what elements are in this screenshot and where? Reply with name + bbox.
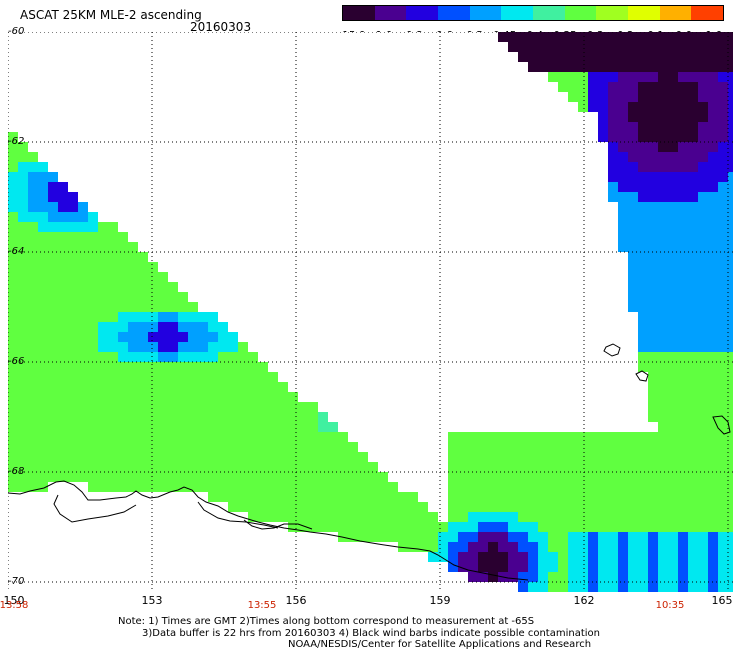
lat-label: -60 [8,26,25,37]
antarctic-coastline [8,343,731,581]
lat-label: -68 [8,466,25,477]
lat-label: -64 [8,246,25,257]
color-swatch [343,6,375,20]
color-swatch [691,6,724,20]
map-canvas [8,32,733,592]
lat-label: -70 [8,576,25,587]
color-swatch [438,6,470,20]
swath-cells [8,32,733,592]
lon-label: 156 [285,594,307,607]
lon-label: 150 [3,594,25,607]
note-line-1: Note: 1) Times are GMT 2)Times along bot… [118,616,535,627]
lat-label: -66 [8,356,25,367]
swath-map: -60 -62 -64 -66 -68 -70 [8,26,733,592]
time-label: 13:58 [0,600,29,611]
map-date: 20160303 [190,20,252,34]
note-line-2: 3)Data buffer is 22 hrs from 20160303 4)… [142,628,600,639]
map-title: ASCAT 25KM MLE-2 ascending [20,8,202,22]
lon-label: 159 [429,594,451,607]
color-swatch [374,6,407,20]
color-swatch [469,6,502,20]
color-swatch [406,6,439,20]
color-swatch [628,6,660,20]
color-swatch [564,6,597,20]
lat-label: -62 [8,136,25,147]
lon-label: 162 [573,594,595,607]
lon-label: 165 [711,594,733,607]
color-swatch [533,6,565,20]
time-label: 10:35 [655,600,685,611]
color-swatch [659,6,692,20]
note-line-3: NOAA/NESDIS/Center for Satellite Applica… [288,639,592,650]
lat-lon-grid [8,32,733,592]
color-scale-swatches [342,5,724,21]
lon-label: 153 [141,594,163,607]
color-swatch [596,6,629,20]
color-swatch [501,6,534,20]
time-label: 13:55 [247,600,277,611]
